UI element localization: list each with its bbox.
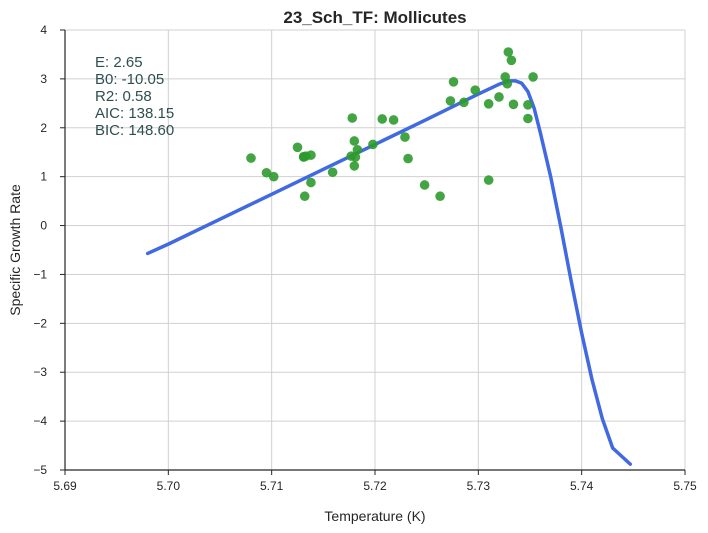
x-tick-label: 5.75	[673, 479, 697, 493]
data-point	[419, 180, 430, 190]
data-point	[292, 142, 303, 153]
y-tick-label: −5	[33, 463, 47, 477]
data-point	[327, 167, 338, 178]
x-tick-label: 5.74	[570, 479, 594, 493]
data-point	[506, 55, 517, 66]
data-point	[523, 100, 533, 110]
x-tick-label: 5.73	[467, 479, 491, 493]
data-point	[494, 92, 504, 102]
data-point	[246, 153, 256, 163]
y-axis-label: Specific Growth Rate	[7, 184, 23, 316]
data-point	[306, 177, 316, 188]
y-tick-label: 2	[40, 121, 47, 135]
data-point	[349, 136, 360, 146]
axes	[60, 29, 686, 475]
data-point	[470, 85, 481, 95]
stats-annotation-line: BIC: 148.60	[95, 122, 174, 139]
data-point	[352, 144, 363, 155]
y-tick-label: 4	[40, 23, 47, 37]
data-point	[347, 113, 358, 123]
data-point	[268, 171, 279, 182]
chart-title: 23_Sch_TF: Mollicutes	[283, 8, 466, 27]
data-point	[388, 115, 399, 125]
data-point	[368, 139, 378, 150]
data-point	[306, 150, 316, 160]
data-point	[435, 191, 445, 202]
y-tick-label: −4	[33, 414, 47, 428]
y-tick-label: −1	[33, 267, 47, 281]
data-point	[483, 175, 494, 185]
stats-annotation-line: B0: -10.05	[95, 71, 164, 88]
data-point	[459, 97, 469, 108]
fitted-curve-line	[145, 79, 632, 466]
data-point	[483, 99, 494, 109]
data-point	[403, 153, 413, 164]
data-point	[349, 161, 360, 171]
data-point	[261, 167, 272, 178]
data-point	[508, 99, 519, 110]
y-tick-label: 3	[40, 72, 47, 86]
x-axis-label: Temperature (K)	[324, 508, 425, 524]
y-tick-label: 0	[40, 219, 47, 233]
y-tick-label: −2	[33, 316, 47, 330]
data-point	[350, 152, 361, 162]
data-point	[445, 96, 456, 106]
x-tick-label: 5.70	[157, 479, 181, 493]
data-point	[448, 77, 459, 87]
series-layer	[145, 47, 632, 466]
y-tick-label: −3	[33, 365, 47, 379]
stats-annotation-line: AIC: 138.15	[95, 105, 174, 122]
data-point	[377, 114, 388, 124]
grid	[64, 29, 686, 471]
data-point	[400, 132, 410, 142]
y-tick-label: 1	[40, 170, 47, 184]
stats-annotation-line: R2: 0.58	[95, 88, 152, 105]
data-point	[502, 78, 513, 89]
x-tick-label: 5.69	[53, 479, 77, 493]
tick-labels: 5.69 5.70 5.71 5.72 5.73 5.74 5.75 4 3 2 1 0 −1 −2 −3 −…	[33, 23, 697, 493]
x-tick-label: 5.71	[260, 479, 284, 493]
data-point	[528, 72, 538, 82]
data-point	[523, 113, 533, 124]
stats-annotation-line: E: 2.65	[95, 54, 143, 71]
x-tick-label: 5.72	[363, 479, 387, 493]
data-point	[503, 47, 514, 57]
data-point	[299, 191, 310, 202]
